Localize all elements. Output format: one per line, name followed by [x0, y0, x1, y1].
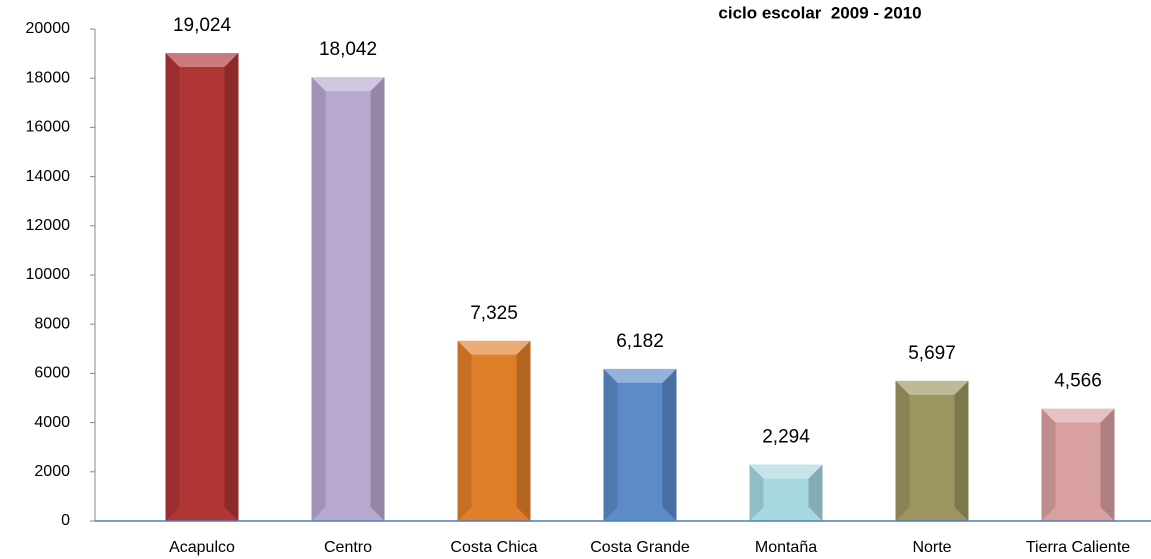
y-tick-label: 12000 [26, 217, 71, 234]
bar-bevel [749, 464, 764, 521]
y-tick-label: 20000 [26, 20, 71, 37]
y-tick-label: 6000 [34, 365, 70, 382]
bar-bevel [1100, 408, 1115, 521]
bar-bevel [749, 464, 823, 479]
y-tick-label: 18000 [26, 69, 71, 86]
bar [165, 53, 239, 521]
bar-bevel [457, 340, 472, 521]
x-tick-label: Norte [912, 539, 951, 556]
bar-bevel [311, 77, 326, 521]
bar-bevel [603, 368, 677, 383]
x-tick-label: Montaña [755, 539, 817, 556]
bar-bevel [603, 368, 618, 521]
x-tick-label: Acapulco [169, 539, 235, 556]
bar [749, 464, 823, 521]
bar-bevel [895, 380, 969, 395]
x-tick-label: Centro [324, 539, 372, 556]
bar-bevel [165, 53, 239, 68]
bar-bevel [895, 380, 910, 521]
bar-bevel [954, 380, 969, 521]
value-label: 19,024 [173, 15, 232, 36]
bar-bevel [311, 77, 385, 92]
bar-bevel [457, 340, 531, 355]
y-tick-label: 2000 [34, 463, 70, 480]
y-tick-label: 8000 [34, 315, 70, 332]
value-label: 2,294 [762, 427, 810, 448]
value-label: 7,325 [470, 303, 518, 324]
bar [311, 77, 385, 521]
bar-bevel [370, 77, 385, 521]
chart-title: ciclo escolar 2009 - 2010 [718, 3, 921, 22]
bar-bevel [165, 53, 180, 521]
bar-bevel [662, 368, 677, 521]
value-label: 5,697 [908, 343, 956, 364]
bar-bevel [224, 53, 239, 521]
value-label: 4,566 [1054, 371, 1102, 392]
y-tick-label: 16000 [26, 119, 71, 136]
x-tick-label: Tierra Caliente [1026, 539, 1130, 556]
bar [1041, 408, 1115, 521]
y-tick-label: 0 [61, 512, 70, 529]
x-tick-label: Costa Grande [590, 539, 690, 556]
y-tick-label: 10000 [26, 266, 71, 283]
bar-bevel [516, 340, 531, 521]
bar [603, 368, 677, 521]
bar [895, 380, 969, 521]
value-label: 6,182 [616, 331, 664, 352]
bar [457, 340, 531, 521]
x-tick-label: Costa Chica [450, 539, 537, 556]
bar-bevel [808, 464, 823, 521]
value-label: 18,042 [319, 39, 377, 60]
y-tick-label: 4000 [34, 414, 70, 431]
y-tick-label: 14000 [26, 168, 71, 185]
bar-bevel [1041, 408, 1056, 521]
bar-bevel [1041, 408, 1115, 423]
